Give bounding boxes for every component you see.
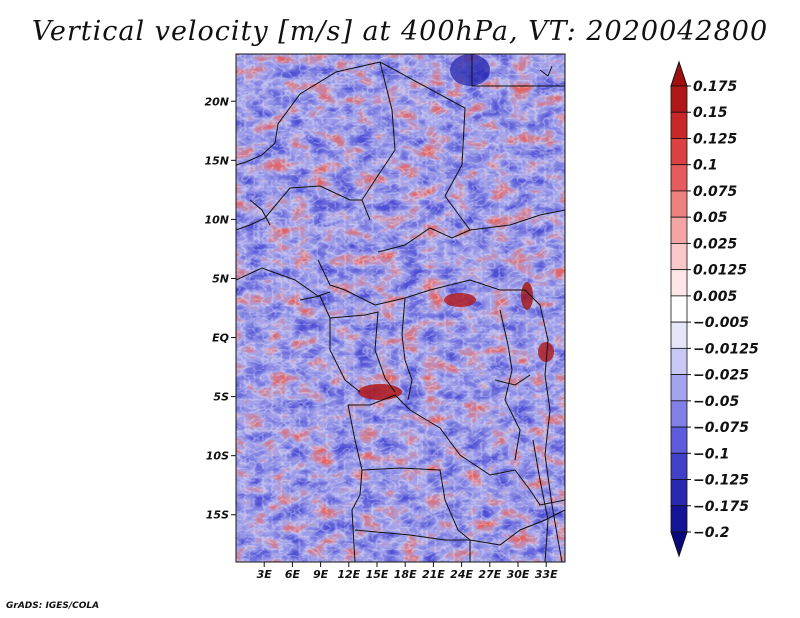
colorbar-label: 0.15 [693, 105, 728, 121]
colorbar-label: −0.175 [693, 499, 749, 515]
colorbar-swatch [670, 243, 688, 271]
colorbar-label: −0.125 [693, 473, 749, 489]
lon-tick-label: 27E [478, 568, 501, 581]
colorbar-label: −0.025 [693, 368, 749, 384]
lat-tick-label: 5N [212, 272, 229, 285]
colorbar-top-arrow [670, 60, 688, 87]
lon-tick-label: 21E [422, 568, 445, 581]
colorbar-label: 0.075 [693, 184, 738, 200]
lon-tick-label: 9E [313, 568, 329, 581]
longitude-axis: 3E 6E 9E 12E 15E 18E 21E 24E 27E 30E 33E [257, 562, 558, 581]
colorbar-label: −0.0125 [693, 341, 759, 357]
lat-tick-label: 10N [204, 213, 229, 226]
colorbar-label: 0.025 [693, 236, 738, 252]
lon-tick-label: 15E [366, 568, 389, 581]
colorbar-swatch [670, 190, 688, 218]
velocity-field [236, 54, 565, 562]
colorbar-bottom-arrow [670, 531, 688, 558]
colorbar-label: 0.125 [693, 131, 738, 147]
colorbar-label: −0.1 [693, 446, 730, 462]
colorbar-label: −0.075 [693, 420, 749, 436]
lon-tick-label: 6E [285, 568, 301, 581]
lat-tick-label: 5S [213, 391, 229, 404]
colorbar-swatch [670, 269, 688, 297]
credit-text: GrADS: IGES/COLA [6, 601, 100, 611]
colorbar-swatch [670, 452, 688, 480]
colorbar-swatch [670, 505, 688, 533]
colorbar-swatch [670, 216, 688, 244]
colorbar-label: −0.2 [693, 525, 730, 541]
colorbar-swatch [670, 400, 688, 428]
lon-tick-label: 24E [450, 568, 473, 581]
colorbar-label: 0.1 [693, 158, 718, 174]
colorbar-swatch [670, 295, 688, 323]
lon-tick-label: 12E [337, 568, 360, 581]
country-borders [236, 54, 565, 562]
colorbar-swatch [670, 85, 688, 113]
map-frame [235, 53, 566, 563]
lon-tick-label: 3E [257, 568, 273, 581]
colorbar-swatch [670, 321, 688, 349]
colorbar: 0.175 0.15 0.125 0.1 0.075 0.05 0.025 0.0125 0.0… [670, 60, 759, 558]
latitude-axis: 20N 15N 10N 5N EQ 5S 10S 15S [204, 95, 236, 522]
colorbar-swatch [670, 111, 688, 139]
lon-tick-label: 33E [535, 568, 558, 581]
lat-tick-label: 15N [204, 154, 229, 167]
lat-tick-label: 10S [206, 450, 229, 463]
colorbar-label: −0.05 [693, 394, 740, 410]
lon-tick-label: 30E [507, 568, 530, 581]
lat-tick-label: EQ [212, 332, 229, 345]
colorbar-swatch [670, 374, 688, 402]
colorbar-swatch [670, 426, 688, 454]
lat-tick-label: 15S [206, 509, 229, 522]
lon-tick-label: 18E [394, 568, 417, 581]
colorbar-label: 0.005 [693, 289, 738, 305]
colorbar-swatch [670, 479, 688, 507]
colorbar-swatch [670, 138, 688, 166]
colorbar-label: −0.005 [693, 315, 749, 331]
colorbar-label: 0.05 [693, 210, 728, 226]
colorbar-swatch [670, 164, 688, 192]
colorbar-label: 0.0125 [693, 263, 747, 279]
lat-tick-label: 20N [204, 95, 229, 108]
figure-title: Vertical velocity [m/s] at 400hPa, VT: 2… [31, 16, 769, 47]
colorbar-label: 0.175 [693, 79, 738, 95]
colorbar-swatch [670, 347, 688, 375]
